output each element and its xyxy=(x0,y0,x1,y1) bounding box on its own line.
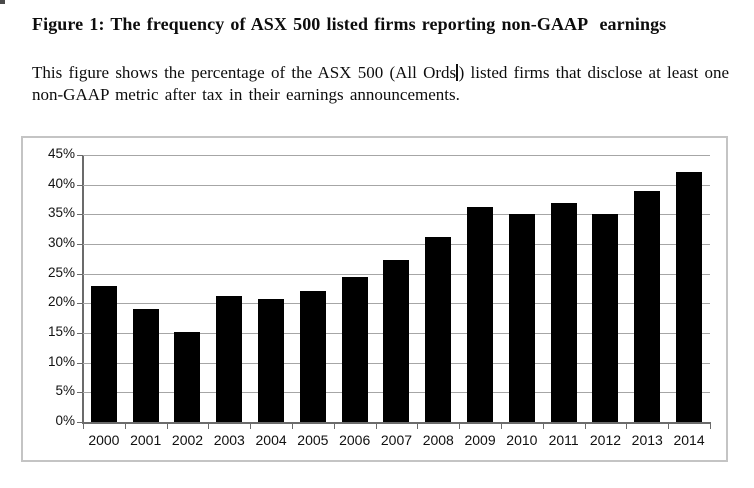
bar-slot-2007 xyxy=(376,155,418,422)
figure-title: Figure 1: The frequency of ASX 500 liste… xyxy=(32,14,667,34)
gridline-45 xyxy=(83,155,710,156)
x-tick-label-2000: 2000 xyxy=(88,432,120,448)
x-tick-6 xyxy=(333,424,335,429)
x-tick-label-2011: 2011 xyxy=(548,432,579,448)
y-tick-5% xyxy=(77,392,82,394)
bar-2001 xyxy=(132,308,159,422)
x-tick-label-2008: 2008 xyxy=(422,432,454,448)
y-tick-0% xyxy=(77,422,82,423)
x-tick-label-2013: 2013 xyxy=(631,432,663,448)
chart-frame: 2000 2001 2002 2003 2004 2005 2006 2007 2008 2009… xyxy=(21,136,728,462)
y-tick-label-5%: 5% xyxy=(55,383,75,399)
bar-2003 xyxy=(216,296,243,422)
x-tick-4 xyxy=(250,424,252,429)
bar-slot-2014 xyxy=(668,155,710,422)
scan-artifact xyxy=(0,0,5,4)
x-tick-label-2007: 2007 xyxy=(380,432,413,448)
gridline-40 xyxy=(83,184,710,186)
y-tick-label-25%: 25% xyxy=(47,264,75,280)
y-tick-label-45%: 45% xyxy=(47,146,75,161)
bar-slot-2001 xyxy=(125,155,167,422)
bar-2004 xyxy=(258,299,285,422)
figure-description-part2: ) listed firms that disclose at least on… xyxy=(32,63,729,104)
bar-2005 xyxy=(299,290,326,422)
text-cursor xyxy=(456,64,458,81)
x-tick-label-2001: 2001 xyxy=(130,432,162,448)
x-axis-line xyxy=(82,422,711,424)
y-tick-45% xyxy=(77,155,82,156)
bar-slot-2008 xyxy=(417,155,459,422)
bar-slot-2006 xyxy=(334,155,376,422)
y-tick-25% xyxy=(77,273,82,275)
y-tick-30% xyxy=(77,244,82,245)
bar-2007 xyxy=(383,260,410,422)
bar-slot-2000 xyxy=(83,155,125,422)
x-tick-8 xyxy=(417,424,419,429)
bar-2014 xyxy=(676,171,703,422)
bar-slot-2013 xyxy=(626,155,668,422)
y-tick-label-30%: 30% xyxy=(47,235,75,250)
x-tick-0 xyxy=(83,424,84,429)
bar-slot-2009 xyxy=(459,155,501,422)
x-tick-12 xyxy=(584,424,586,429)
x-tick-7 xyxy=(375,424,377,429)
x-tick-10 xyxy=(501,424,502,429)
x-tick-label-2004: 2004 xyxy=(255,432,287,448)
y-tick-label-40%: 40% xyxy=(47,175,75,191)
x-tick-14 xyxy=(668,424,670,429)
y-axis-line xyxy=(82,155,84,424)
figure-description: This figure shows the percentage of the … xyxy=(32,62,734,106)
x-tick-3 xyxy=(208,424,210,429)
y-tick-label-0%: 0% xyxy=(55,413,75,428)
x-tick-2 xyxy=(166,424,168,429)
bars-row xyxy=(83,155,710,422)
x-tick-label-2006: 2006 xyxy=(339,432,371,448)
x-tick-label-2010: 2010 xyxy=(506,432,538,448)
y-tick-35% xyxy=(77,214,82,216)
x-tick-1 xyxy=(124,424,126,429)
bar-2010 xyxy=(508,214,535,422)
bar-2013 xyxy=(634,190,661,422)
y-tick-label-15%: 15% xyxy=(47,324,75,339)
bar-2002 xyxy=(174,331,201,422)
x-tick-label-2014: 2014 xyxy=(673,432,705,448)
bar-slot-2003 xyxy=(208,155,250,422)
bar-2009 xyxy=(467,206,494,422)
bar-slot-2012 xyxy=(585,155,627,422)
y-tick-label-35%: 35% xyxy=(47,205,75,221)
y-tick-label-20%: 20% xyxy=(47,294,75,310)
bar-slot-2004 xyxy=(250,155,292,422)
x-tick-9 xyxy=(459,424,461,429)
bar-2008 xyxy=(425,236,452,422)
x-tick-13 xyxy=(626,424,628,429)
y-tick-label-10%: 10% xyxy=(47,353,75,369)
gridline-30 xyxy=(83,244,710,245)
bar-slot-2011 xyxy=(543,155,585,422)
y-tick-20% xyxy=(77,303,82,305)
bar-slot-2005 xyxy=(292,155,334,422)
gridline-35 xyxy=(83,214,710,216)
y-tick-10% xyxy=(77,362,82,364)
x-tick-15 xyxy=(710,424,711,429)
x-tick-label-2003: 2003 xyxy=(213,432,245,448)
figure-description-part1: This figure shows the percentage of the … xyxy=(32,63,457,82)
x-tick-label-2005: 2005 xyxy=(297,432,329,448)
bar-slot-2010 xyxy=(501,155,543,422)
x-tick-5 xyxy=(292,424,293,429)
bar-slot-2002 xyxy=(167,155,209,422)
x-tick-11 xyxy=(542,424,544,429)
y-tick-40% xyxy=(77,184,82,186)
y-tick-15% xyxy=(77,333,82,334)
bar-2000 xyxy=(90,286,117,422)
bar-2012 xyxy=(592,214,619,422)
plot-area: 2000 2001 2002 2003 2004 2005 2006 2007 2008 2009… xyxy=(48,146,711,448)
x-axis-labels: 2000 2001 2002 2003 2004 2005 2006 2007 2008 2009… xyxy=(83,432,710,448)
x-tick-label-2009: 2009 xyxy=(464,432,496,448)
bar-2011 xyxy=(550,203,577,422)
bar-2006 xyxy=(341,276,368,422)
x-tick-label-2012: 2012 xyxy=(589,432,622,448)
x-tick-label-2002: 2002 xyxy=(171,432,204,448)
